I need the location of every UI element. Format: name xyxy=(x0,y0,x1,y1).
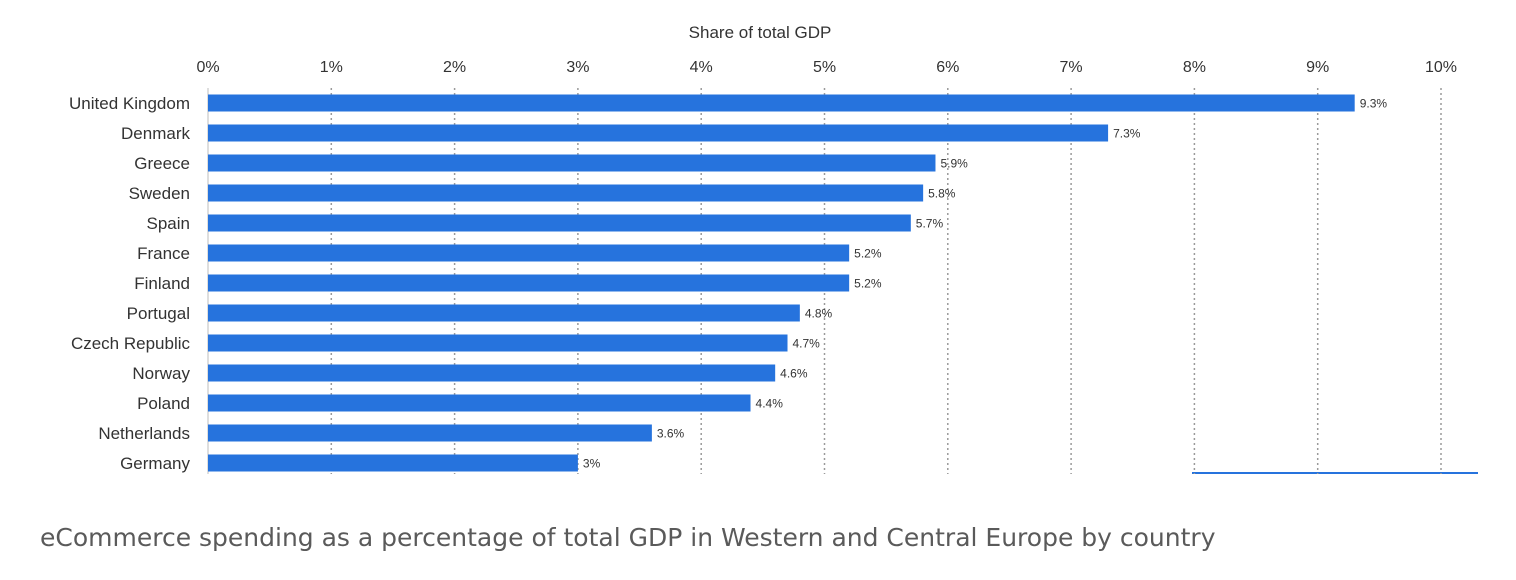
bar xyxy=(208,274,850,292)
bar xyxy=(208,214,911,232)
category-label: Netherlands xyxy=(98,424,190,443)
data-label: 4.6% xyxy=(780,367,808,381)
category-label: Spain xyxy=(147,214,190,233)
bar xyxy=(208,394,751,412)
x-tick-label: 0% xyxy=(196,59,219,76)
category-label: Germany xyxy=(120,454,190,473)
data-label: 7.3% xyxy=(1113,127,1141,141)
category-label: Norway xyxy=(132,364,190,383)
x-tick-label: 6% xyxy=(936,59,959,76)
bar-chart: Share of total GDP 0% 1% 2% 3% 4% 5% 6% 7% 8% 9% 1… xyxy=(69,23,1478,474)
bar xyxy=(208,334,788,352)
category-label: Portugal xyxy=(127,304,190,323)
category-label: France xyxy=(137,244,190,263)
category-label: United Kingdom xyxy=(69,94,190,113)
data-label: 5.8% xyxy=(928,187,956,201)
x-tick-label: 1% xyxy=(320,59,343,76)
bar xyxy=(208,244,850,262)
x-tick-label: 10% xyxy=(1425,59,1457,76)
data-label: 4.7% xyxy=(793,337,821,351)
category-label: Finland xyxy=(134,274,190,293)
x-tick-label: 5% xyxy=(813,59,836,76)
data-label: 3.6% xyxy=(657,427,685,441)
bar xyxy=(208,304,800,322)
x-tick-label: 8% xyxy=(1183,59,1206,76)
bars: 9.3% 7.3% 5.9% 5.8% 5.7% 5.2% 5.2% 4.8% 4.7% 4.6%… xyxy=(208,94,1388,472)
bar xyxy=(208,364,776,382)
category-label: Denmark xyxy=(121,124,190,143)
x-axis-ticks: 0% 1% 2% 3% 4% 5% 6% 7% 8% 9% 10% xyxy=(196,59,1457,76)
chart-caption: eCommerce spending as a percentage of to… xyxy=(40,523,1216,552)
data-label: 4.8% xyxy=(805,307,833,321)
data-label: 5.7% xyxy=(916,217,944,231)
x-tick-label: 7% xyxy=(1060,59,1083,76)
category-labels: United Kingdom Denmark Greece Sweden Spain Fr… xyxy=(69,94,190,473)
data-label: 9.3% xyxy=(1360,97,1388,111)
data-label: 4.4% xyxy=(756,397,784,411)
bar xyxy=(208,124,1109,142)
bar xyxy=(208,454,578,472)
data-label: 5.9% xyxy=(940,157,968,171)
data-label: 3% xyxy=(583,457,601,471)
category-label: Sweden xyxy=(129,184,190,203)
x-tick-label: 2% xyxy=(443,59,466,76)
x-tick-label: 9% xyxy=(1306,59,1329,76)
x-axis-title: Share of total GDP xyxy=(689,23,832,42)
category-label: Poland xyxy=(137,394,190,413)
bar xyxy=(208,154,936,172)
category-label: Czech Republic xyxy=(71,334,191,353)
bar xyxy=(208,94,1355,112)
bar xyxy=(208,184,924,202)
bar xyxy=(208,424,652,442)
category-label: Greece xyxy=(134,154,190,173)
data-label: 5.2% xyxy=(854,247,882,261)
x-tick-label: 3% xyxy=(566,59,589,76)
data-label: 5.2% xyxy=(854,277,882,291)
x-tick-label: 4% xyxy=(690,59,713,76)
